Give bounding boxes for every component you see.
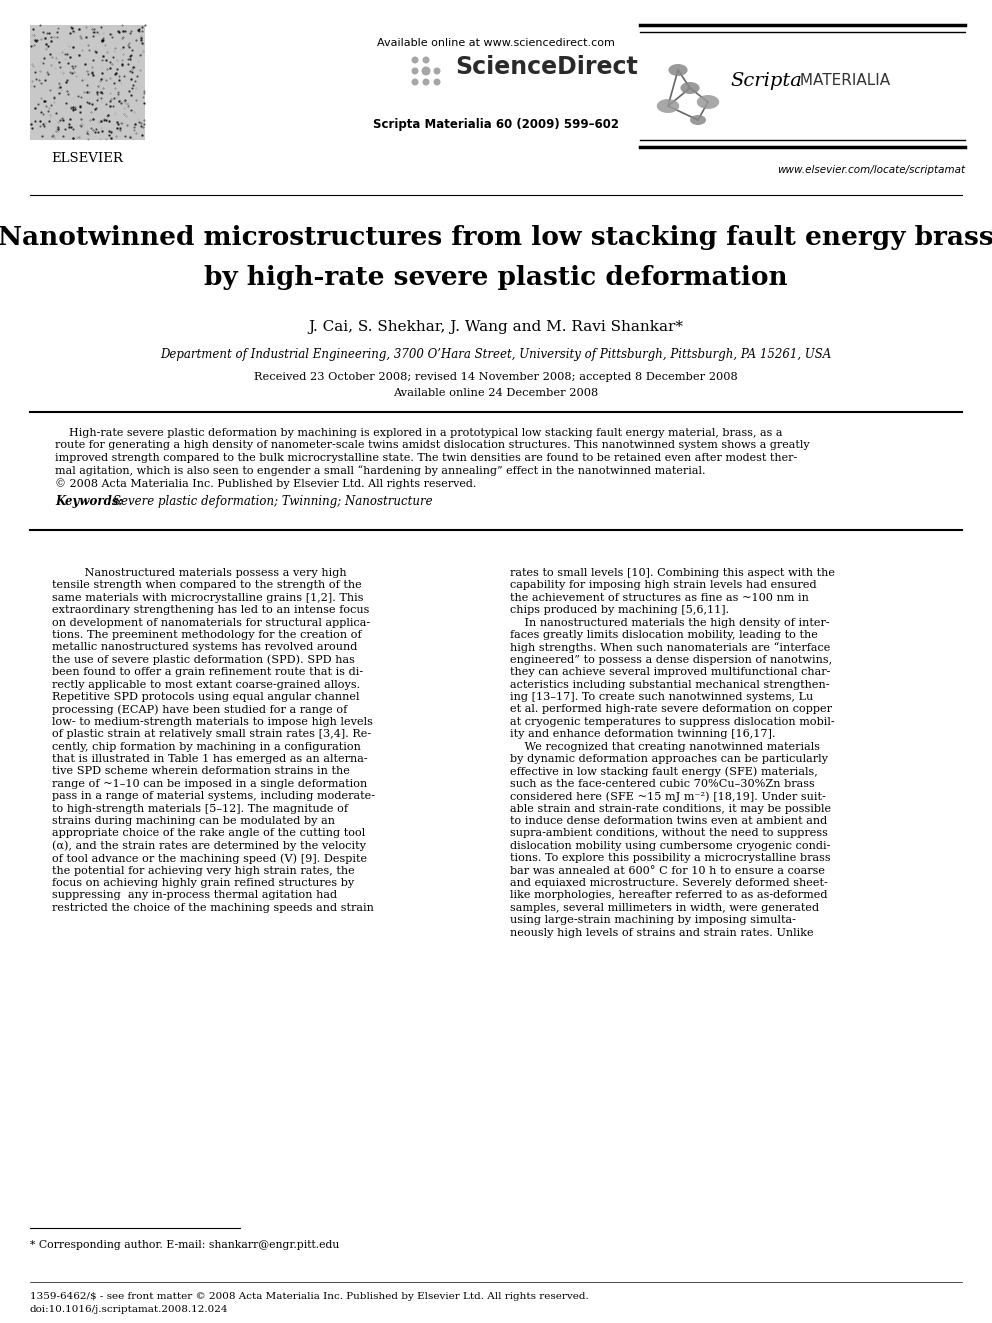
Text: tive SPD scheme wherein deformation strains in the: tive SPD scheme wherein deformation stra… xyxy=(52,766,350,777)
Text: by dynamic deformation approaches can be particularly: by dynamic deformation approaches can be… xyxy=(510,754,828,763)
Text: Keywords:: Keywords: xyxy=(55,495,127,508)
Text: faces greatly limits dislocation mobility, leading to the: faces greatly limits dislocation mobilit… xyxy=(510,630,817,640)
Text: et al. performed high-rate severe deformation on copper: et al. performed high-rate severe deform… xyxy=(510,704,832,714)
Text: Available online at www.sciencedirect.com: Available online at www.sciencedirect.co… xyxy=(377,38,615,48)
Text: chips produced by machining [5,6,11].: chips produced by machining [5,6,11]. xyxy=(510,605,729,615)
Text: 1359-6462/$ - see front matter © 2008 Acta Materialia Inc. Published by Elsevier: 1359-6462/$ - see front matter © 2008 Ac… xyxy=(30,1293,588,1301)
Text: on development of nanomaterials for structural applica-: on development of nanomaterials for stru… xyxy=(52,618,370,627)
Text: the use of severe plastic deformation (SPD). SPD has: the use of severe plastic deformation (S… xyxy=(52,655,355,665)
Text: © 2008 Acta Materialia Inc. Published by Elsevier Ltd. All rights reserved.: © 2008 Acta Materialia Inc. Published by… xyxy=(55,478,476,488)
Bar xyxy=(30,25,145,140)
Text: samples, several millimeters in width, were generated: samples, several millimeters in width, w… xyxy=(510,902,819,913)
Text: Nanostructured materials possess a very high: Nanostructured materials possess a very … xyxy=(52,568,346,578)
Text: engineered” to possess a dense dispersion of nanotwins,: engineered” to possess a dense dispersio… xyxy=(510,655,832,664)
Text: to high-strength materials [5–12]. The magnitude of: to high-strength materials [5–12]. The m… xyxy=(52,803,348,814)
Text: same materials with microcrystalline grains [1,2]. This: same materials with microcrystalline gra… xyxy=(52,593,363,603)
Text: neously high levels of strains and strain rates. Unlike: neously high levels of strains and strai… xyxy=(510,927,813,938)
Text: acteristics including substantial mechanical strengthen-: acteristics including substantial mechan… xyxy=(510,680,829,689)
Ellipse shape xyxy=(669,64,687,75)
Text: such as the face-centered cubic 70%Cu–30%Zn brass: such as the face-centered cubic 70%Cu–30… xyxy=(510,779,814,789)
Text: focus on achieving highly grain refined structures by: focus on achieving highly grain refined … xyxy=(52,878,354,888)
Text: using large-strain machining by imposing simulta-: using large-strain machining by imposing… xyxy=(510,916,796,925)
Text: J. Cai, S. Shekhar, J. Wang and M. Ravi Shankar*: J. Cai, S. Shekhar, J. Wang and M. Ravi … xyxy=(309,320,683,333)
Text: supra-ambient conditions, without the need to suppress: supra-ambient conditions, without the ne… xyxy=(510,828,828,839)
Text: low- to medium-strength materials to impose high levels: low- to medium-strength materials to imp… xyxy=(52,717,373,726)
Text: strains during machining can be modulated by an: strains during machining can be modulate… xyxy=(52,816,335,826)
Text: route for generating a high density of nanometer-scale twins amidst dislocation : route for generating a high density of n… xyxy=(55,441,809,451)
Text: Department of Industrial Engineering, 3700 O’Hara Street, University of Pittsbur: Department of Industrial Engineering, 37… xyxy=(161,348,831,361)
Text: pass in a range of material systems, including moderate-: pass in a range of material systems, inc… xyxy=(52,791,375,802)
Circle shape xyxy=(434,67,440,74)
Text: improved strength compared to the bulk microcrystalline state. The twin densitie: improved strength compared to the bulk m… xyxy=(55,452,798,463)
Circle shape xyxy=(412,67,419,74)
Text: suppressing  any in-process thermal agitation had: suppressing any in-process thermal agita… xyxy=(52,890,337,901)
Text: effective in low stacking fault energy (SFE) materials,: effective in low stacking fault energy (… xyxy=(510,766,817,777)
Circle shape xyxy=(423,78,430,86)
Text: doi:10.1016/j.scriptamat.2008.12.024: doi:10.1016/j.scriptamat.2008.12.024 xyxy=(30,1304,228,1314)
Text: rates to small levels [10]. Combining this aspect with the: rates to small levels [10]. Combining th… xyxy=(510,568,835,578)
Text: been found to offer a grain refinement route that is di-: been found to offer a grain refinement r… xyxy=(52,667,363,677)
Text: tions. The preeminent methodology for the creation of: tions. The preeminent methodology for th… xyxy=(52,630,362,640)
Text: capability for imposing high strain levels had ensured: capability for imposing high strain leve… xyxy=(510,581,816,590)
Text: Nanotwinned microstructures from low stacking fault energy brass: Nanotwinned microstructures from low sta… xyxy=(0,225,992,250)
Text: dislocation mobility using cumbersome cryogenic condi-: dislocation mobility using cumbersome cr… xyxy=(510,841,830,851)
Text: and equiaxed microstructure. Severely deformed sheet-: and equiaxed microstructure. Severely de… xyxy=(510,878,827,888)
Text: (α), and the strain rates are determined by the velocity: (α), and the strain rates are determined… xyxy=(52,841,366,852)
Text: extraordinary strengthening has led to an intense focus: extraordinary strengthening has led to a… xyxy=(52,605,369,615)
Text: Scripta Materialia 60 (2009) 599–602: Scripta Materialia 60 (2009) 599–602 xyxy=(373,118,619,131)
Text: www.elsevier.com/locate/scriptamat: www.elsevier.com/locate/scriptamat xyxy=(777,165,965,175)
Text: at cryogenic temperatures to suppress dislocation mobil-: at cryogenic temperatures to suppress di… xyxy=(510,717,834,726)
Text: like morphologies, hereafter referred to as as-deformed: like morphologies, hereafter referred to… xyxy=(510,890,827,901)
Text: bar was annealed at 600° C for 10 h to ensure a coarse: bar was annealed at 600° C for 10 h to e… xyxy=(510,865,825,876)
Text: high strengths. When such nanomaterials are “interface: high strengths. When such nanomaterials … xyxy=(510,643,830,654)
Text: ing [13–17]. To create such nanotwinned systems, Lu: ing [13–17]. To create such nanotwinned … xyxy=(510,692,813,703)
Text: of plastic strain at relatively small strain rates [3,4]. Re-: of plastic strain at relatively small st… xyxy=(52,729,371,740)
Text: In nanostructured materials the high density of inter-: In nanostructured materials the high den… xyxy=(510,618,829,627)
Ellipse shape xyxy=(690,115,706,124)
Text: Available online 24 December 2008: Available online 24 December 2008 xyxy=(394,388,598,398)
Text: cently, chip formation by machining in a configuration: cently, chip formation by machining in a… xyxy=(52,742,361,751)
Text: able strain and strain-rate conditions, it may be possible: able strain and strain-rate conditions, … xyxy=(510,803,831,814)
Text: the achievement of structures as fine as ~100 nm in: the achievement of structures as fine as… xyxy=(510,593,808,603)
Text: Repetitive SPD protocols using equal angular channel: Repetitive SPD protocols using equal ang… xyxy=(52,692,359,703)
Ellipse shape xyxy=(696,95,719,108)
Text: tensile strength when compared to the strength of the: tensile strength when compared to the st… xyxy=(52,581,362,590)
Text: rectly applicable to most extant coarse-grained alloys.: rectly applicable to most extant coarse-… xyxy=(52,680,360,689)
Text: Severe plastic deformation; Twinning; Nanostructure: Severe plastic deformation; Twinning; Na… xyxy=(113,495,433,508)
Text: Received 23 October 2008; revised 14 November 2008; accepted 8 December 2008: Received 23 October 2008; revised 14 Nov… xyxy=(254,372,738,382)
Text: tions. To explore this possibility a microcrystalline brass: tions. To explore this possibility a mic… xyxy=(510,853,830,863)
Text: We recognized that creating nanotwinned materials: We recognized that creating nanotwinned … xyxy=(510,742,820,751)
Text: to induce dense deformation twins even at ambient and: to induce dense deformation twins even a… xyxy=(510,816,827,826)
Text: metallic nanostructured systems has revolved around: metallic nanostructured systems has revo… xyxy=(52,643,357,652)
Text: processing (ECAP) have been studied for a range of: processing (ECAP) have been studied for … xyxy=(52,704,347,714)
Text: of tool advance or the machining speed (V) [9]. Despite: of tool advance or the machining speed (… xyxy=(52,853,367,864)
Text: ity and enhance deformation twinning [16,17].: ity and enhance deformation twinning [16… xyxy=(510,729,776,740)
Text: that is illustrated in Table 1 has emerged as an alterna-: that is illustrated in Table 1 has emerg… xyxy=(52,754,368,763)
Circle shape xyxy=(423,57,430,64)
Text: High-rate severe plastic deformation by machining is explored in a prototypical : High-rate severe plastic deformation by … xyxy=(55,429,783,438)
Text: restricted the choice of the machining speeds and strain: restricted the choice of the machining s… xyxy=(52,902,374,913)
Text: Scripta: Scripta xyxy=(730,71,802,90)
Text: * Corresponding author. E-mail: shankarr@engr.pitt.edu: * Corresponding author. E-mail: shankarr… xyxy=(30,1240,339,1250)
Text: ELSEVIER: ELSEVIER xyxy=(52,152,123,165)
Circle shape xyxy=(434,78,440,86)
Text: MATERIALIA: MATERIALIA xyxy=(795,73,890,89)
Text: the potential for achieving very high strain rates, the: the potential for achieving very high st… xyxy=(52,865,355,876)
Text: range of ~1–10 can be imposed in a single deformation: range of ~1–10 can be imposed in a singl… xyxy=(52,779,367,789)
Text: ScienceDirect: ScienceDirect xyxy=(455,56,638,79)
Text: appropriate choice of the rake angle of the cutting tool: appropriate choice of the rake angle of … xyxy=(52,828,365,839)
Circle shape xyxy=(412,57,419,64)
Ellipse shape xyxy=(657,99,680,112)
Text: they can achieve several improved multifunctional char-: they can achieve several improved multif… xyxy=(510,667,830,677)
Ellipse shape xyxy=(681,82,699,94)
Text: considered here (SFE ~15 mJ m⁻²) [18,19]. Under suit-: considered here (SFE ~15 mJ m⁻²) [18,19]… xyxy=(510,791,825,802)
Text: by high-rate severe plastic deformation: by high-rate severe plastic deformation xyxy=(204,265,788,290)
Circle shape xyxy=(412,78,419,86)
Circle shape xyxy=(422,66,431,75)
Text: mal agitation, which is also seen to engender a small “hardening by annealing” e: mal agitation, which is also seen to eng… xyxy=(55,466,705,476)
